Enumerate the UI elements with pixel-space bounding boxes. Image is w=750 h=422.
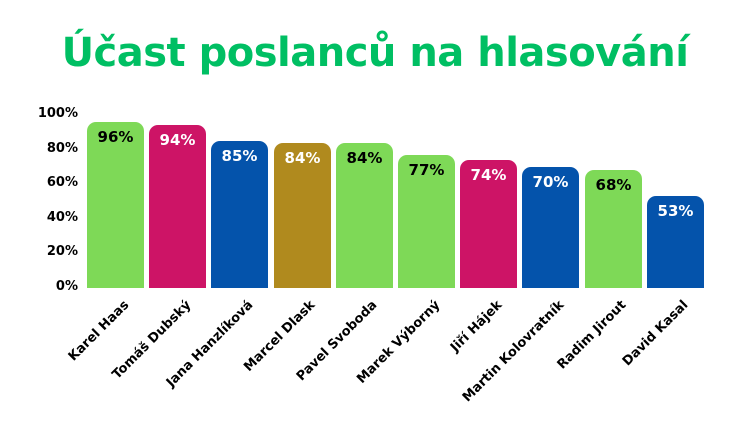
bar-marek-v-born-: 77%	[398, 155, 455, 288]
y-axis-tick-label: 20%	[46, 244, 78, 260]
x-axis-label-tom-dubsk-: Tomáš Dubský	[109, 297, 195, 383]
y-axis-tick-label: 0%	[55, 279, 78, 294]
x-axis-label-marcel-dlask: Marcel Dlask	[241, 297, 319, 375]
x-axis-label-ji-h-jek: Jiří Hájek	[447, 297, 506, 356]
bar-karel-haas: 96%	[87, 122, 144, 288]
bar-value-label: 77%	[408, 161, 445, 179]
bar-radim-jirout: 68%	[585, 170, 642, 288]
x-axis-label-jana-hanzl-kov-: Jana Hanzlíková	[163, 297, 257, 391]
y-axis-tick-label: 80%	[46, 140, 78, 156]
x-axis-label-pavel-svoboda: Pavel Svoboda	[293, 297, 381, 385]
y-axis-tick-label: 60%	[46, 175, 78, 191]
x-axis-label-martin-kolovratn-k: Martin Kolovratník	[459, 297, 568, 406]
bar-value-label: 84%	[284, 149, 321, 167]
y-axis-tick-label: 40%	[46, 209, 78, 225]
x-axis-label-david-kasal: David Kasal	[619, 297, 692, 370]
bar-value-label: 85%	[221, 147, 258, 165]
bar-ji-h-jek: 74%	[460, 160, 517, 288]
bar-value-label: 53%	[657, 202, 694, 220]
bar-value-label: 70%	[532, 173, 569, 191]
bar-value-label: 74%	[470, 166, 507, 184]
x-axis-label-radim-jirout: Radim Jirout	[554, 297, 630, 373]
bar-martin-kolovratn-k: 70%	[522, 167, 579, 288]
bar-value-label: 94%	[159, 131, 196, 149]
bar-marcel-dlask: 84%	[274, 143, 331, 288]
y-axis-tick-label: 100%	[37, 106, 78, 121]
bar-jana-hanzl-kov-: 85%	[211, 141, 268, 288]
bar-david-kasal: 53%	[647, 196, 704, 288]
bar-tom-dubsk-: 94%	[149, 125, 206, 288]
bar-value-label: 84%	[346, 149, 383, 167]
bar-value-label: 96%	[97, 128, 134, 146]
chart-title: Účast poslanců na hlasování	[61, 30, 689, 76]
bar-pavel-svoboda: 84%	[336, 143, 393, 288]
x-axis-label-marek-v-born-: Marek Výborný	[354, 297, 444, 387]
x-axis-label-karel-haas: Karel Haas	[65, 297, 133, 365]
bar-value-label: 68%	[595, 176, 632, 194]
